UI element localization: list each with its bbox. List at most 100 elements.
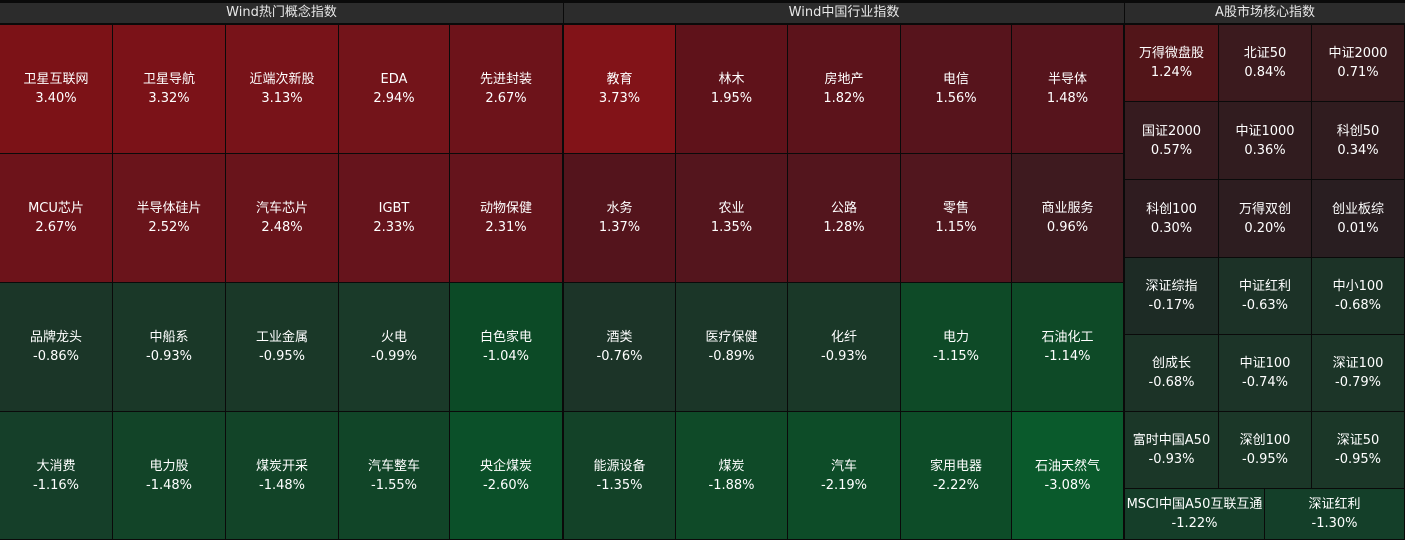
index-tile[interactable]: 酒类 -0.76% [564, 283, 675, 411]
index-tile[interactable]: 国证2000 0.57% [1125, 102, 1218, 179]
index-tile[interactable]: 卫星导航 3.32% [113, 25, 225, 153]
index-name: 工业金属 [255, 330, 308, 345]
index-tile[interactable]: 卫星互联网 3.40% [0, 25, 112, 153]
index-tile[interactable]: 能源设备 -1.35% [564, 412, 675, 539]
index-name: 公路 [830, 201, 857, 216]
index-tile[interactable]: 创业板综 0.01% [1312, 180, 1404, 257]
index-tile[interactable]: 电力股 -1.48% [113, 412, 225, 539]
index-tile[interactable]: 深证综指 -0.17% [1125, 258, 1218, 334]
index-change-pct: 3.73% [598, 91, 641, 106]
index-tile[interactable]: 动物保健 2.31% [450, 154, 562, 282]
index-name: 中证红利 [1238, 279, 1291, 294]
index-tile[interactable]: 大消费 -1.16% [0, 412, 112, 539]
index-change-pct: -3.08% [1044, 477, 1091, 493]
index-tile[interactable]: 电力 -1.15% [901, 283, 1011, 411]
index-tile[interactable]: 火电 -0.99% [339, 283, 449, 411]
index-tile[interactable]: 汽车芯片 2.48% [226, 154, 338, 282]
index-tile[interactable]: 商业服务 0.96% [1012, 154, 1123, 282]
index-name: 汽车整车 [367, 458, 420, 474]
index-tile[interactable]: 石油化工 -1.14% [1012, 283, 1123, 411]
index-tile[interactable]: 深证50 -0.95% [1312, 412, 1404, 488]
index-name: EDA [380, 72, 408, 87]
index-name: 创业板综 [1331, 201, 1384, 217]
index-tile[interactable]: 科创100 0.30% [1125, 180, 1218, 257]
index-change-pct: -0.86% [33, 349, 79, 364]
index-name: 万得双创 [1238, 201, 1291, 217]
index-tile[interactable]: 半导体 1.48% [1012, 25, 1123, 153]
index-tile[interactable]: 深证100 -0.79% [1312, 335, 1404, 411]
index-change-pct: -0.68% [1148, 375, 1195, 390]
index-tile[interactable]: 白色家电 -1.04% [450, 283, 562, 411]
index-tile[interactable]: 化纤 -0.93% [788, 283, 900, 411]
index-tile[interactable]: EDA 2.94% [339, 25, 449, 153]
index-tile[interactable]: 石油天然气 -3.08% [1012, 412, 1123, 539]
index-change-pct: -0.93% [1148, 452, 1195, 467]
panel-title: Wind热门概念指数 [0, 3, 563, 23]
index-tile[interactable]: 教育 3.73% [564, 25, 675, 153]
index-name: IGBT [378, 201, 410, 216]
index-name: 大消费 [36, 458, 76, 474]
index-tile[interactable]: 公路 1.28% [788, 154, 900, 282]
index-tile[interactable]: 万得微盘股 1.24% [1125, 25, 1218, 101]
index-change-pct: -0.74% [1242, 375, 1288, 390]
index-tile[interactable]: 中船系 -0.93% [113, 283, 225, 411]
index-change-pct: -0.93% [821, 349, 867, 364]
index-tile[interactable]: 中证红利 -0.63% [1219, 258, 1311, 334]
index-change-pct: 3.32% [148, 91, 190, 106]
index-tile[interactable]: MSCI中国A50互联互通 -1.22% [1125, 489, 1264, 539]
index-tile[interactable]: 半导体硅片 2.52% [113, 154, 225, 282]
index-tile[interactable]: MCU芯片 2.67% [0, 154, 112, 282]
index-change-pct: 0.96% [1046, 220, 1089, 235]
index-tile[interactable]: 央企煤炭 -2.60% [450, 412, 562, 539]
index-tile[interactable]: 北证50 0.84% [1219, 25, 1311, 101]
index-tile[interactable]: 农业 1.35% [676, 154, 787, 282]
index-name: 房地产 [824, 72, 864, 87]
index-tile[interactable]: 中证2000 0.71% [1312, 25, 1404, 101]
index-tile[interactable]: 电信 1.56% [901, 25, 1011, 153]
index-change-pct: -0.63% [1242, 298, 1288, 313]
index-name: 白色家电 [479, 330, 532, 345]
index-change-pct: 0.34% [1337, 142, 1379, 158]
index-tile[interactable]: 创成长 -0.68% [1125, 335, 1218, 411]
index-tile[interactable]: 科创50 0.34% [1312, 102, 1404, 179]
index-change-pct: 3.13% [261, 91, 303, 106]
index-tile[interactable]: 医疗保健 -0.89% [676, 283, 787, 411]
index-change-pct: -0.95% [259, 349, 305, 364]
index-change-pct: 0.84% [1244, 65, 1286, 80]
index-tile[interactable]: 水务 1.37% [564, 154, 675, 282]
index-name: 深证综指 [1145, 279, 1198, 294]
panel-wind-china-industry: Wind中国行业指数 教育 3.73% 林木 1.95% 房地产 1.82% 电信 1.56%… [564, 0, 1124, 540]
index-tile[interactable]: 零售 1.15% [901, 154, 1011, 282]
index-tile[interactable]: 林木 1.95% [676, 25, 787, 153]
index-change-pct: -0.17% [1148, 298, 1195, 313]
index-name: 中船系 [149, 330, 189, 345]
index-tile[interactable]: 万得双创 0.20% [1219, 180, 1311, 257]
index-tile[interactable]: 煤炭 -1.88% [676, 412, 787, 539]
index-tile[interactable]: 中小100 -0.68% [1312, 258, 1404, 334]
index-tile[interactable]: 工业金属 -0.95% [226, 283, 338, 411]
index-change-pct: 0.71% [1337, 65, 1379, 80]
index-tile[interactable]: 中证100 -0.74% [1219, 335, 1311, 411]
index-name: MCU芯片 [28, 201, 84, 216]
index-name: 电信 [942, 72, 969, 87]
index-tile[interactable]: 中证1000 0.36% [1219, 102, 1311, 179]
index-name: 电力股 [149, 458, 189, 474]
index-tile[interactable]: 深创100 -0.95% [1219, 412, 1311, 488]
index-tile[interactable]: 近端次新股 3.13% [226, 25, 338, 153]
index-tile[interactable]: 先进封装 2.67% [450, 25, 562, 153]
index-change-pct: -1.14% [1044, 349, 1091, 364]
index-tile[interactable]: IGBT 2.33% [339, 154, 449, 282]
index-name: 动物保健 [479, 201, 532, 216]
index-tile[interactable]: 房地产 1.82% [788, 25, 900, 153]
index-tile[interactable]: 汽车整车 -1.55% [339, 412, 449, 539]
index-name: 万得微盘股 [1138, 46, 1204, 61]
index-name: 半导体硅片 [136, 201, 202, 216]
index-tile[interactable]: 煤炭开采 -1.48% [226, 412, 338, 539]
index-tile[interactable]: 汽车 -2.19% [788, 412, 900, 539]
index-tile[interactable]: 富时中国A50 -0.93% [1125, 412, 1218, 488]
index-name: 半导体 [1047, 72, 1087, 87]
index-tile[interactable]: 家用电器 -2.22% [901, 412, 1011, 539]
index-tile[interactable]: 深证红利 -1.30% [1265, 489, 1404, 539]
index-name: 电力 [942, 330, 969, 345]
index-tile[interactable]: 品牌龙头 -0.86% [0, 283, 112, 411]
